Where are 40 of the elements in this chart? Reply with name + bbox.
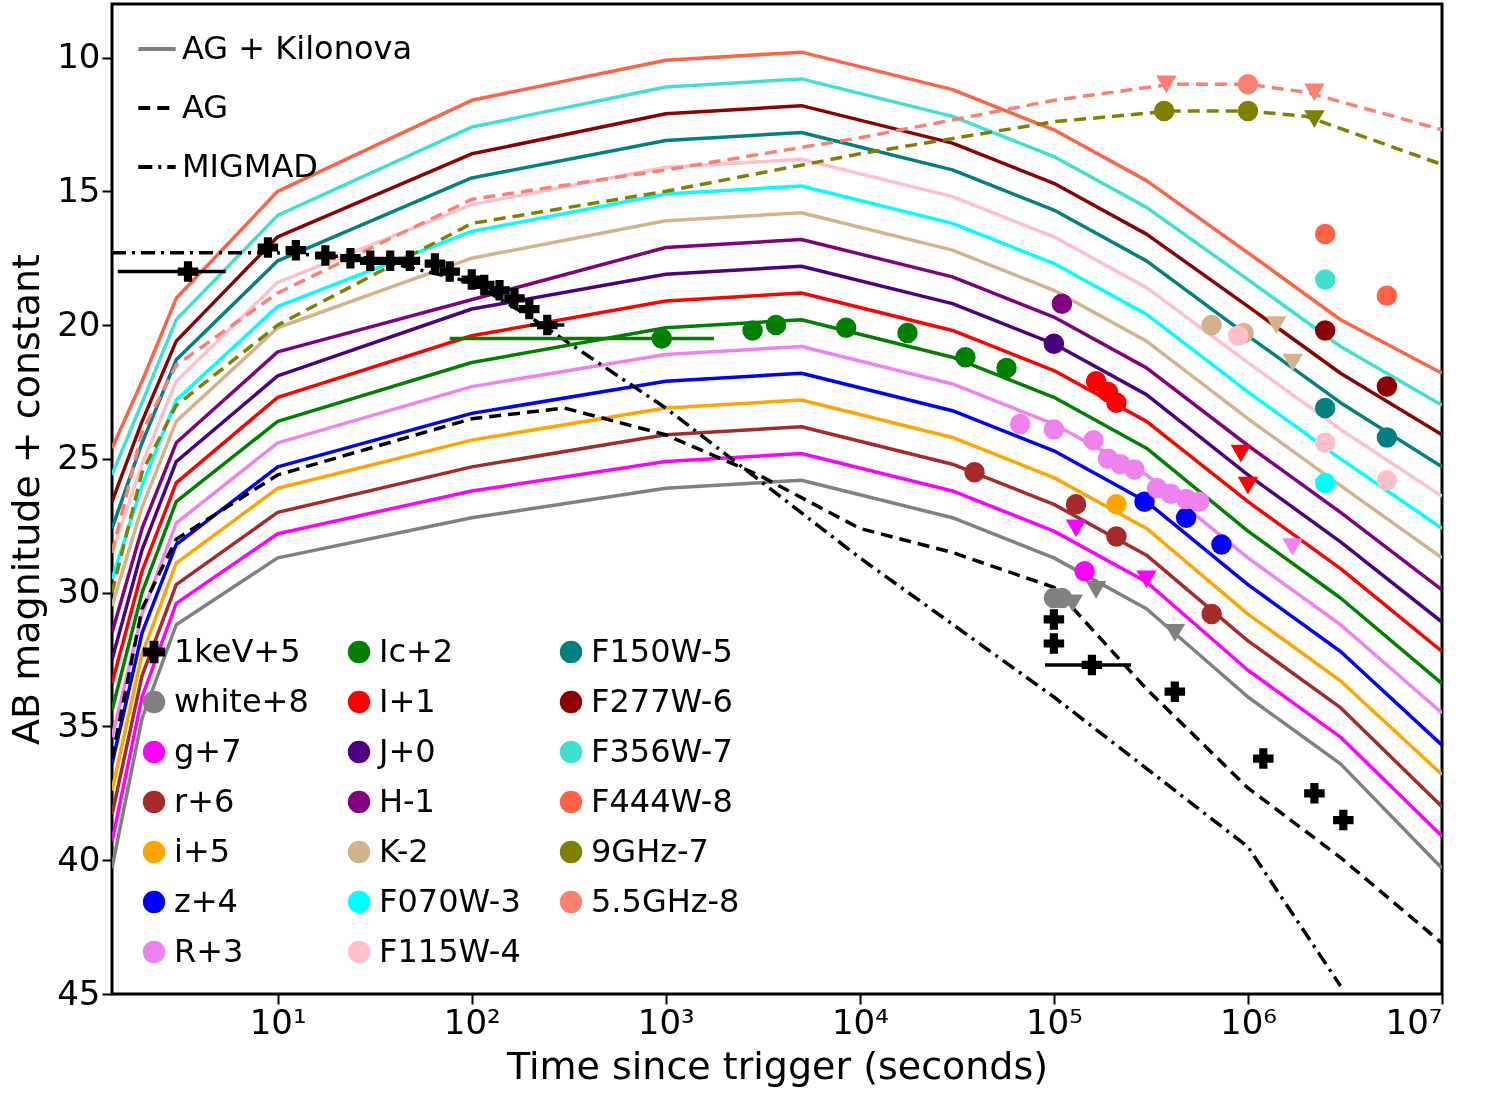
- y-tick-label: 20: [57, 303, 101, 344]
- y-tick-label: 40: [57, 838, 101, 879]
- x-tick-label: 10⁴: [831, 1001, 889, 1042]
- legend-label: F444W-8: [591, 782, 733, 820]
- x-tick-label: 10²: [443, 1001, 501, 1042]
- legend-label: r+6: [174, 782, 235, 820]
- x-tick-label: 10³: [637, 1001, 695, 1042]
- legend-label: F150W-5: [591, 632, 733, 670]
- y-tick-label: 45: [57, 972, 101, 1013]
- legend-label: MIGMAD: [182, 147, 318, 185]
- y-tick-label: 10: [57, 36, 101, 77]
- legend-label: R+3: [174, 932, 244, 970]
- legend-label: 9GHz-7: [591, 832, 709, 870]
- legend-label: g+7: [174, 732, 242, 770]
- legend-label: K-2: [379, 832, 429, 870]
- legend-label: F277W-6: [591, 682, 733, 720]
- x-tick-label: 10⁶: [1220, 1001, 1277, 1042]
- legend-label: z+4: [174, 882, 238, 920]
- legend-label: H-1: [379, 782, 435, 820]
- x-tick-label: 10¹: [249, 1001, 307, 1042]
- x-axis-title: Time since trigger (seconds): [505, 1043, 1049, 1088]
- legend-label: F356W-7: [591, 732, 733, 770]
- x-tick-label: 10⁵: [1025, 1001, 1083, 1042]
- legend-label: 1keV+5: [174, 632, 301, 670]
- legend-label: 5.5GHz-8: [591, 882, 740, 920]
- legend-label: i+5: [174, 832, 231, 870]
- legend-label: I+1: [379, 682, 436, 720]
- y-tick-label: 15: [57, 169, 101, 210]
- legend-label: white+8: [174, 682, 309, 720]
- legend-label: AG + Kilonova: [182, 29, 413, 67]
- legend-label: F115W-4: [379, 932, 521, 970]
- legend-label: F070W-3: [379, 882, 521, 920]
- legend-label: AG: [182, 88, 229, 126]
- x-tick-label: 10⁷: [1385, 1001, 1443, 1042]
- y-tick-label: 25: [57, 437, 101, 478]
- legend-label: Ic+2: [379, 632, 454, 670]
- y-tick-label: 35: [57, 704, 101, 745]
- y-axis-title: AB magnitude + constant: [4, 254, 49, 745]
- y-tick-label: 30: [57, 571, 101, 612]
- legend-label: J+0: [377, 732, 436, 770]
